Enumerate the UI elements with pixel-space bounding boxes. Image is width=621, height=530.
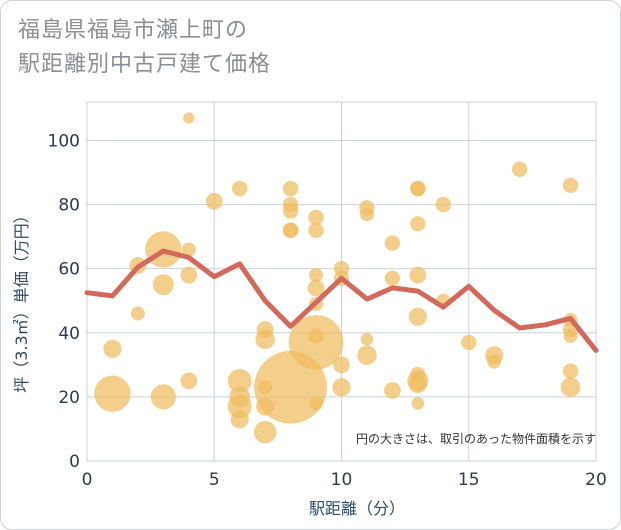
bubble-point: [229, 386, 251, 408]
bubble-point: [183, 112, 195, 124]
bubble-point: [384, 382, 401, 399]
bubble-point: [307, 279, 325, 297]
bubble-point: [435, 196, 451, 213]
bubble-point: [180, 266, 198, 284]
bubble-point: [357, 345, 377, 366]
y-tick-label: 20: [58, 388, 80, 408]
bubble-point: [384, 270, 401, 286]
bubble-point: [309, 268, 324, 283]
bubble-point: [410, 366, 426, 383]
bubble-point: [232, 180, 248, 197]
bubble-point: [308, 328, 324, 344]
bubble-point: [359, 207, 374, 222]
bubble-point: [181, 242, 196, 257]
x-axis-ticks: 0 5 10 15 20: [82, 470, 607, 490]
y-tick-label: 80: [58, 196, 80, 216]
bubble-point: [410, 180, 426, 197]
bubble-point: [227, 368, 252, 393]
bubble-point: [103, 339, 122, 358]
bubble-point: [384, 235, 401, 251]
y-tick-label: 60: [58, 260, 80, 280]
bubble-point: [256, 321, 274, 338]
chart-title-line-1: 福島県福島市瀬上町の: [18, 18, 249, 43]
bubble-point: [256, 397, 275, 416]
bubble-point: [563, 328, 578, 343]
bubble-point: [562, 177, 579, 194]
x-tick-label: 15: [458, 470, 480, 490]
bubble-point: [410, 216, 426, 232]
bubble-point: [560, 377, 581, 398]
size-legend-note: 円の大きさは、取引のあった物件面積を示す: [356, 431, 596, 446]
x-axis-label: 駅距離（分）: [309, 499, 405, 518]
y-tick-label: 0: [69, 452, 80, 472]
chart-title-line-2: 駅距離別中古戸建て価格: [18, 52, 272, 77]
bubble-point: [152, 274, 174, 296]
bubble-point: [94, 375, 131, 412]
bubble-point: [253, 420, 277, 444]
bubble-point: [409, 266, 427, 284]
bubble-point: [511, 161, 528, 178]
bubble-point: [309, 396, 324, 411]
bubble-point: [282, 222, 299, 238]
y-axis-label: 坪（3.3㎡）単価（万円）: [12, 207, 31, 392]
bubble-series: [94, 112, 581, 444]
y-axis-ticks: 0 20 40 60 80 100: [48, 131, 80, 472]
bubble-point: [408, 307, 427, 326]
y-tick-label: 100: [48, 131, 80, 151]
bubble-point: [282, 180, 299, 197]
bubble-point: [461, 334, 477, 351]
bubble-point: [333, 356, 350, 374]
x-tick-label: 5: [209, 470, 220, 490]
bubble-point: [487, 354, 502, 369]
bubble-point: [360, 332, 374, 346]
bubble-point: [332, 378, 351, 397]
x-tick-label: 10: [331, 470, 353, 490]
bubble-point: [230, 410, 249, 429]
bubble-point: [130, 306, 145, 321]
x-tick-label: 20: [585, 470, 607, 490]
bubble-point: [562, 363, 579, 379]
bubble-point: [282, 203, 299, 219]
bubble-point: [180, 372, 198, 390]
bubble-point: [150, 384, 176, 410]
bubble-point: [411, 397, 425, 410]
plot-area: [86, 101, 597, 462]
x-tick-label: 0: [82, 470, 93, 490]
bubble-point: [205, 192, 223, 210]
y-tick-label: 40: [58, 324, 80, 344]
average-price-line: [84, 248, 599, 353]
chart-title: 福島県福島市瀬上町の 駅距離別中古戸建て価格: [18, 14, 271, 82]
bubble-point: [258, 380, 273, 395]
bubble-point: [308, 222, 324, 238]
bubble-point: [308, 209, 324, 226]
